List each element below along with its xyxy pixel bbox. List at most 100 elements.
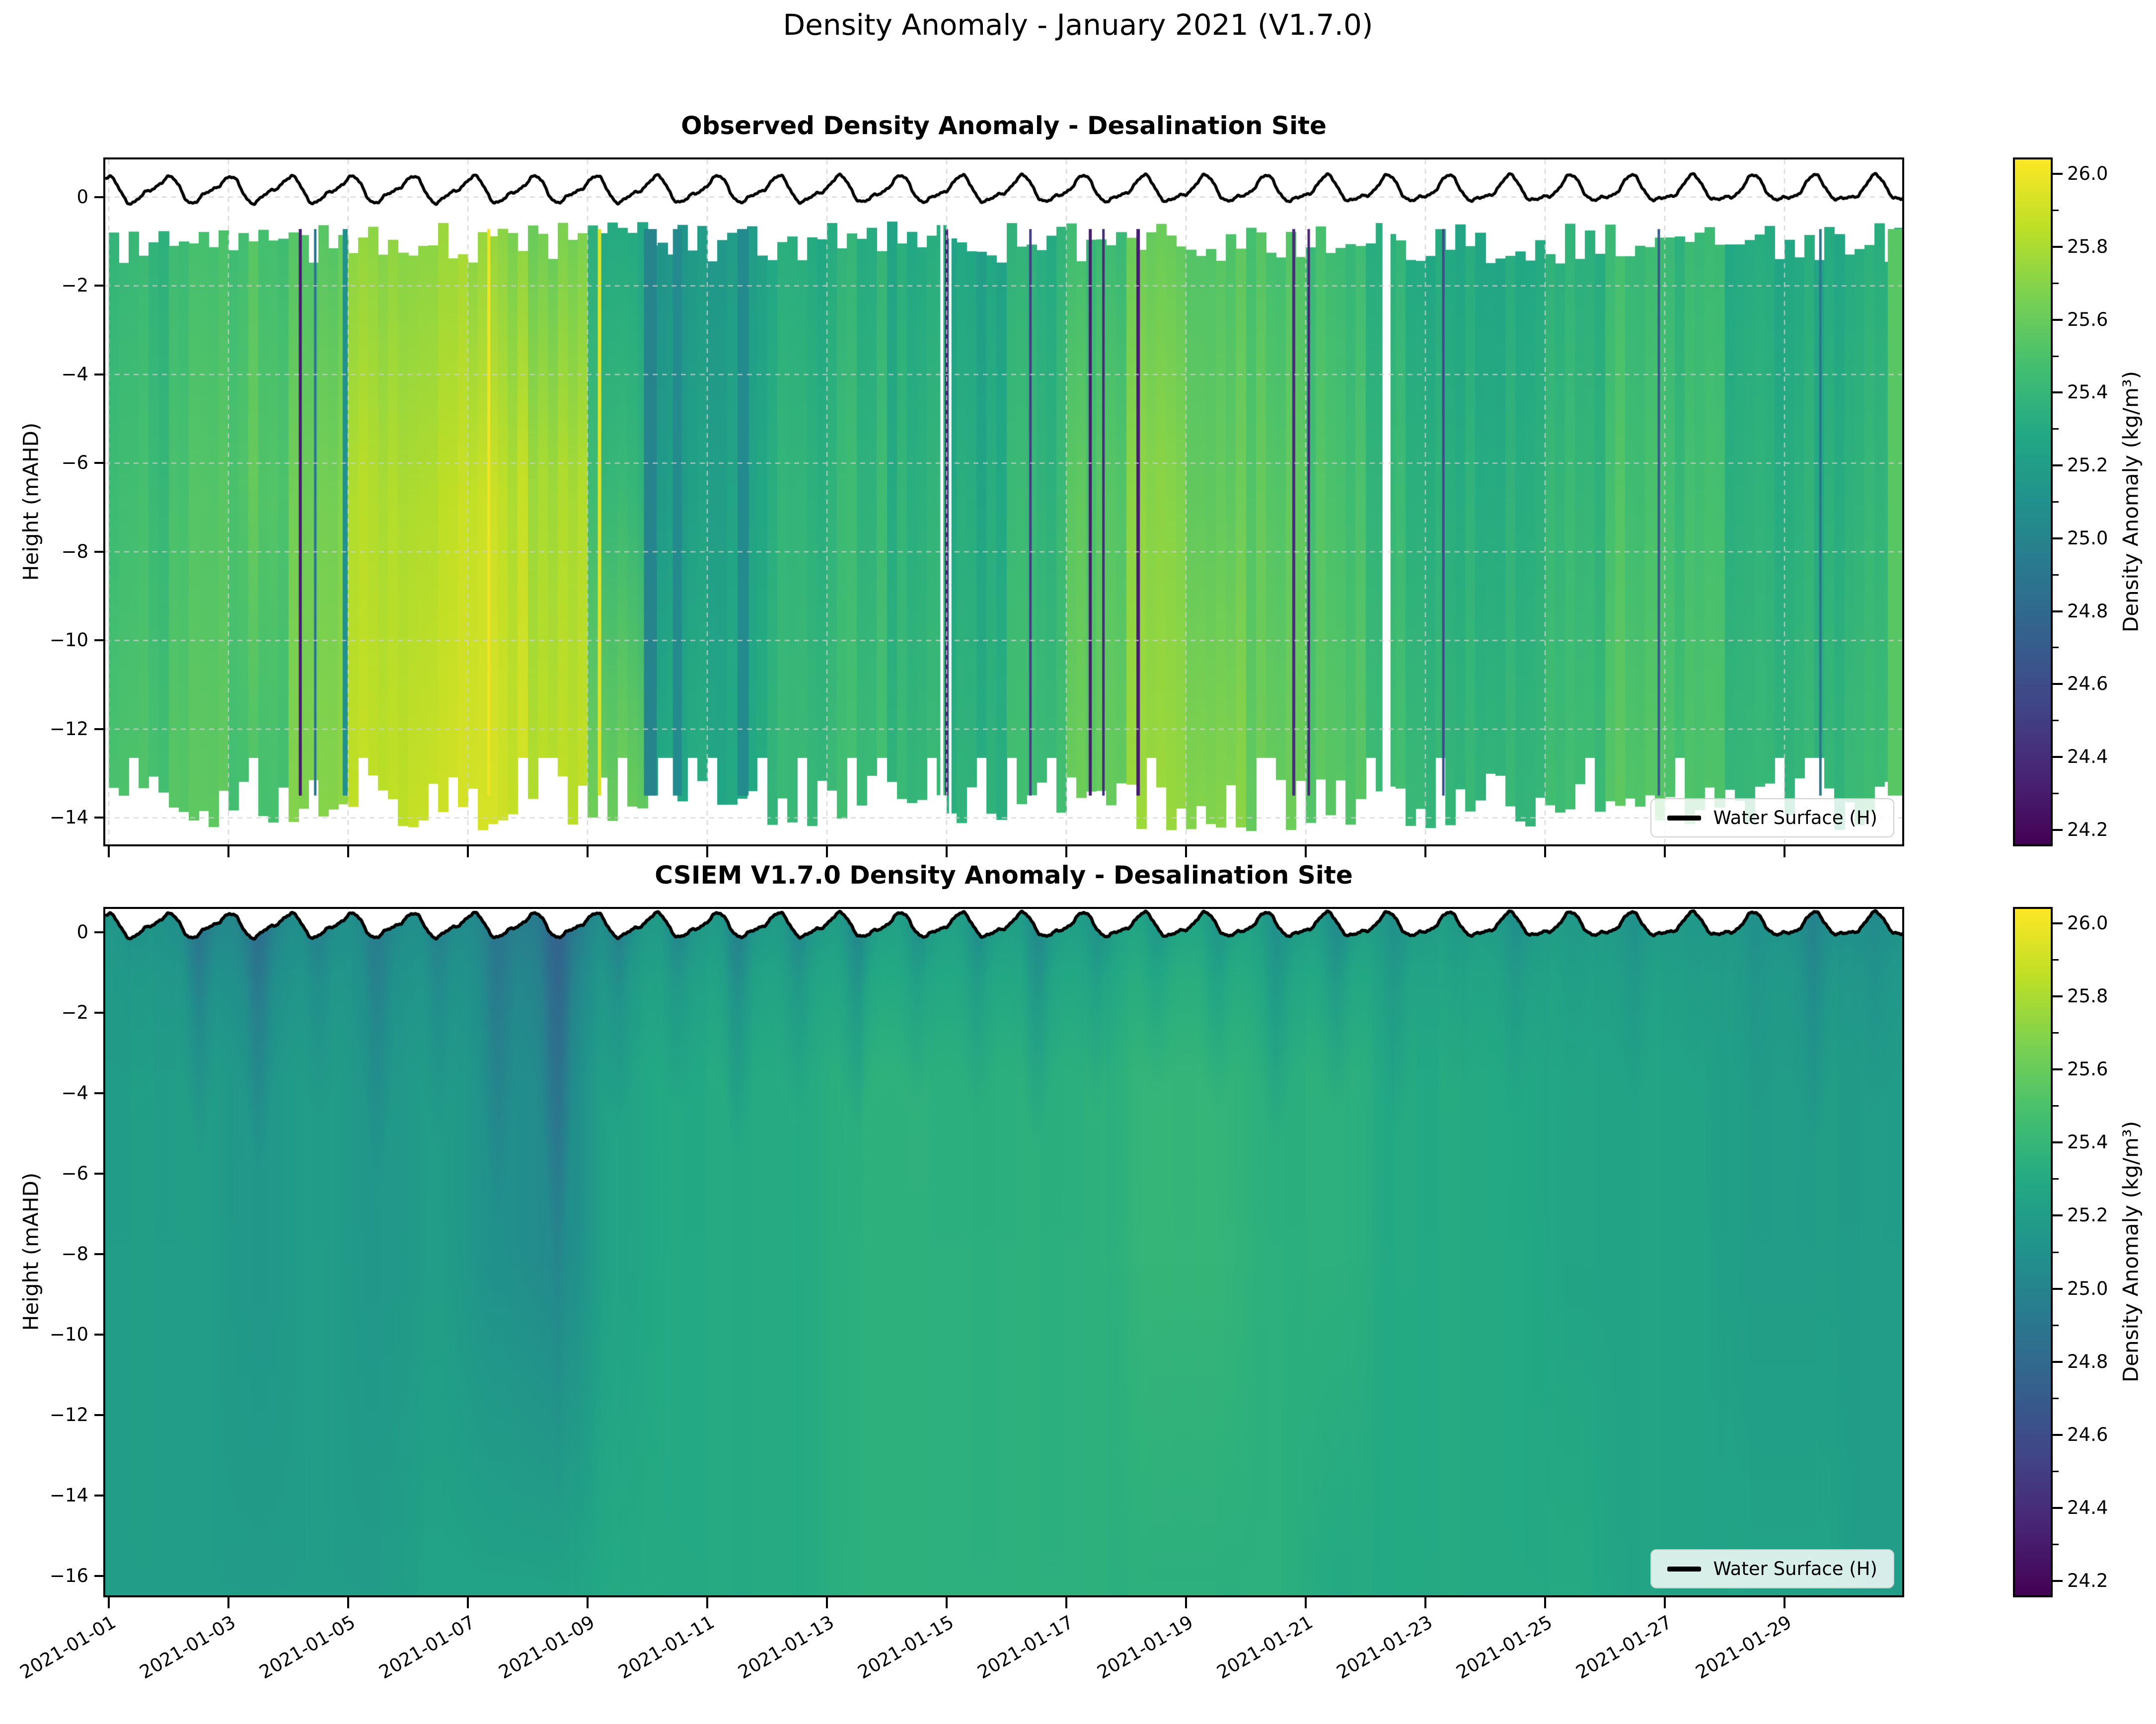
colorbar-tick-mark [2053,1141,2063,1144]
colorbar-minor-tick-mark [2053,1470,2059,1472]
colorbar-tick-label: 25.6 [2067,308,2108,330]
colorbar-tick-mark [2053,755,2063,758]
colorbar-minor-tick-mark [2053,282,2059,284]
y-tick-mark [94,931,104,933]
colorbar-tick-label: 25.2 [2067,454,2108,476]
x-tick-mark [347,846,349,857]
y-tick-label: −8 [61,540,88,562]
colorbar-tick-mark [2053,246,2063,248]
y-tick-label: −12 [49,1404,88,1426]
observed-plot-title: Observed Density Anomaly - Desalination … [681,111,1327,140]
colorbar-tick-mark [2053,464,2063,467]
colorbar-tick-label: 25.4 [2067,1131,2108,1153]
colorbar-tick-mark [2053,1287,2063,1290]
model-heatmap-canvas [105,909,1902,1595]
y-tick-label: −2 [61,1002,88,1023]
y-tick-label: −14 [49,1485,88,1506]
colorbar-tick-label: 25.2 [2067,1204,2108,1226]
x-tick-mark [1065,1597,1067,1608]
colorbar-minor-tick-mark [2053,792,2059,794]
colorbar-tick-label: 25.0 [2067,527,2108,549]
y-tick-mark [94,1575,104,1577]
colorbar-minor-tick-mark [2053,1178,2059,1180]
colorbar-tick-mark [2053,1360,2063,1363]
model-plot-title: CSIEM V1.7.0 Density Anomaly - Desalinat… [655,861,1353,890]
colorbar-minor-tick-mark [2053,355,2059,357]
y-tick-label: −10 [49,629,88,651]
colorbar-tick-mark [2053,1214,2063,1217]
x-tick-mark [1065,846,1067,857]
observed-colorbar [2013,157,2053,846]
y-tick-mark [94,1012,104,1014]
colorbar-minor-tick-mark [2053,1105,2059,1107]
colorbar-tick-label: 24.4 [2067,746,2108,767]
x-tick-mark [826,846,828,857]
colorbar-tick-mark [2053,683,2063,685]
observed-heatmap-canvas [105,159,1902,844]
colorbar-minor-tick-mark [2053,959,2059,961]
colorbar-tick-mark [2053,922,2063,925]
x-tick-mark [946,1597,948,1608]
y-tick-label: −14 [49,807,88,828]
colorbar-tick-mark [2053,1506,2063,1509]
x-tick-mark [467,1597,469,1608]
x-tick-mark [1185,846,1187,857]
y-tick-label: −8 [61,1243,88,1265]
colorbar-tick-mark [2053,391,2063,394]
x-tick-mark [1664,846,1666,857]
colorbar-tick-label: 25.6 [2067,1058,2108,1080]
model-plot-area: Water Surface (H) [103,907,1904,1597]
model-colorbar-label: Density Anomaly (kg/m³) [2118,1121,2143,1383]
y-tick-label: 0 [76,186,88,208]
y-tick-label: −6 [61,452,88,474]
colorbar-minor-tick-mark [2053,501,2059,503]
colorbar-minor-tick-mark [2053,210,2059,212]
x-tick-mark [108,1597,110,1608]
y-tick-label: −4 [61,363,88,385]
y-tick-mark [94,1092,104,1095]
x-tick-mark [1784,846,1785,857]
colorbar-minor-tick-mark [2053,1251,2059,1253]
colorbar-tick-mark [2053,318,2063,321]
y-tick-mark [94,1173,104,1175]
observed-legend: Water Surface (H) [1650,798,1894,837]
colorbar-tick-label: 24.8 [2067,1350,2108,1372]
x-tick-mark [826,1597,828,1608]
x-tick-label: 2021-01-29 [1692,1611,1795,1683]
colorbar-tick-label: 24.2 [2067,819,2108,840]
y-tick-mark [94,373,104,375]
figure-title: Density Anomaly - January 2021 (V1.7.0) [783,8,1373,42]
colorbar-minor-tick-mark [2053,647,2059,649]
x-tick-mark [706,846,708,857]
y-tick-label: −12 [49,718,88,740]
y-tick-label: −10 [49,1324,88,1346]
colorbar-tick-mark [2053,828,2063,831]
colorbar-tick-mark [2053,1433,2063,1436]
observed-plot-area: Water Surface (H) [103,157,1904,846]
y-tick-label: −2 [61,275,88,297]
y-tick-mark [94,817,104,819]
colorbar-tick-mark [2053,173,2063,175]
colorbar-tick-mark [2053,995,2063,998]
x-tick-mark [467,846,469,857]
water-surface-line-swatch [1667,1566,1702,1572]
colorbar-minor-tick-mark [2053,1543,2059,1545]
model-legend: Water Surface (H) [1650,1549,1894,1588]
x-tick-mark [1784,1597,1785,1608]
colorbar-tick-label: 26.0 [2067,912,2108,934]
y-tick-mark [94,462,104,464]
colorbar-tick-label: 24.4 [2067,1497,2108,1518]
colorbar-minor-tick-mark [2053,720,2059,722]
colorbar-minor-tick-mark [2053,1397,2059,1399]
y-tick-label: −16 [49,1565,88,1587]
colorbar-tick-label: 25.8 [2067,985,2108,1007]
x-tick-mark [706,1597,708,1608]
y-tick-mark [94,196,104,198]
colorbar-tick-label: 25.4 [2067,381,2108,403]
water-surface-legend-label: Water Surface (H) [1713,807,1877,828]
x-tick-mark [108,846,110,857]
x-tick-mark [1305,846,1307,857]
colorbar-minor-tick-mark [2053,1324,2059,1326]
y-tick-label: −4 [61,1082,88,1104]
